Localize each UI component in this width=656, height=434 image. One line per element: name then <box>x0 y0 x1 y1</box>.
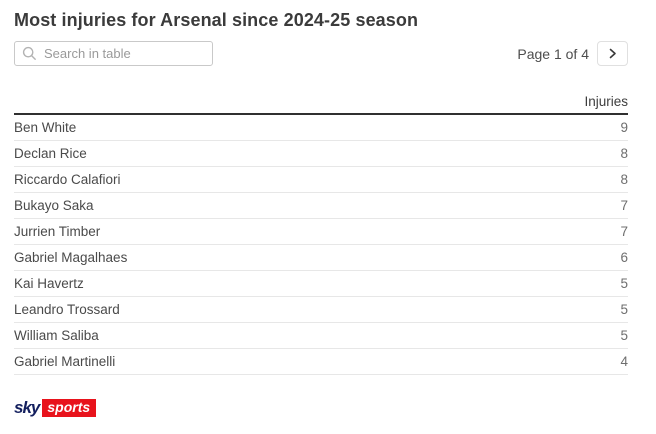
injury-count: 5 <box>620 276 628 291</box>
table-header-row: Injuries <box>14 94 628 115</box>
chevron-right-icon <box>607 48 618 59</box>
injury-table-widget: Most injuries for Arsenal since 2024-25 … <box>14 10 628 418</box>
injuries-column-header: Injuries <box>584 94 628 109</box>
injury-count: 6 <box>620 250 628 265</box>
player-name: Kai Havertz <box>14 276 84 291</box>
sky-sports-logo: sky sports <box>14 398 97 417</box>
search-input[interactable] <box>37 46 224 61</box>
table-row: Ben White 9 <box>14 115 628 141</box>
page-indicator: Page 1 of 4 <box>517 45 589 62</box>
table-row: Leandro Trossard 5 <box>14 297 628 323</box>
table-row: William Saliba 5 <box>14 323 628 349</box>
table-row: Gabriel Martinelli 4 <box>14 349 628 375</box>
injuries-table: Injuries Ben White 9 Declan Rice 8 Ricca… <box>14 94 628 375</box>
player-name: Jurrien Timber <box>14 224 101 239</box>
injury-count: 9 <box>620 120 628 135</box>
player-name: Ben White <box>14 120 77 135</box>
injury-count: 5 <box>620 328 628 343</box>
table-row: Jurrien Timber 7 <box>14 219 628 245</box>
sky-logo-text: sky <box>14 398 40 417</box>
player-name: Declan Rice <box>14 146 87 161</box>
injury-count: 8 <box>620 146 628 161</box>
sports-logo-text: sports <box>42 399 97 417</box>
toolbar: Page 1 of 4 <box>14 41 628 66</box>
pagination: Page 1 of 4 <box>517 41 628 66</box>
footer: sky sports <box>14 399 628 418</box>
injury-count: 7 <box>620 224 628 239</box>
injury-count: 7 <box>620 198 628 213</box>
table-row: Bukayo Saka 7 <box>14 193 628 219</box>
player-name: Bukayo Saka <box>14 198 94 213</box>
table-row: Kai Havertz 5 <box>14 271 628 297</box>
player-name: Gabriel Magalhaes <box>14 250 128 265</box>
injury-count: 8 <box>620 172 628 187</box>
search-box[interactable] <box>14 41 224 66</box>
table-row: Riccardo Calafiori 8 <box>14 167 628 193</box>
player-name: Riccardo Calafiori <box>14 172 121 187</box>
table-row: Declan Rice 8 <box>14 141 628 167</box>
player-name: Leandro Trossard <box>14 302 120 317</box>
search-icon <box>22 46 37 61</box>
next-page-button[interactable] <box>597 41 628 66</box>
player-name: Gabriel Martinelli <box>14 354 116 369</box>
injury-count: 4 <box>620 354 628 369</box>
page-title: Most injuries for Arsenal since 2024-25 … <box>14 10 419 30</box>
injury-count: 5 <box>620 302 628 317</box>
table-row: Gabriel Magalhaes 6 <box>14 245 628 271</box>
player-name: William Saliba <box>14 328 99 343</box>
table-body: Ben White 9 Declan Rice 8 Riccardo Calaf… <box>14 115 628 375</box>
